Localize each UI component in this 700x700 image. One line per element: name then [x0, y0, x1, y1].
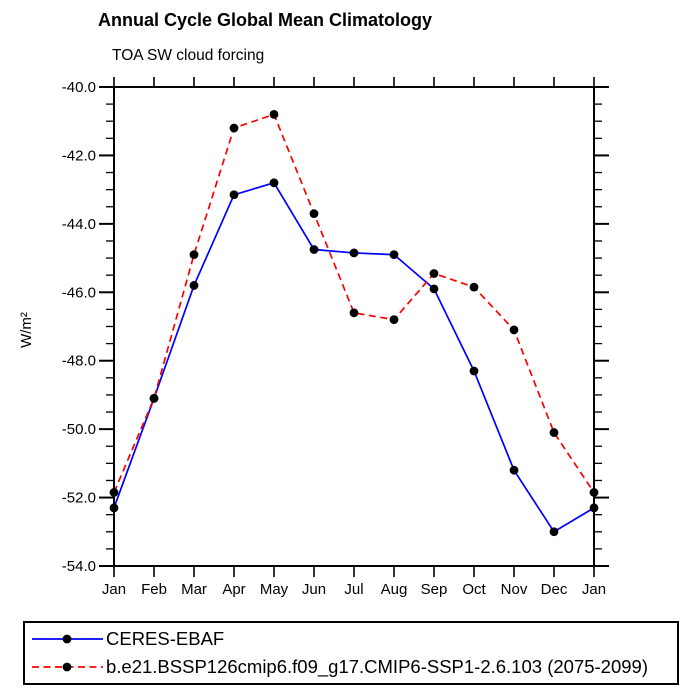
data-point-series-0 [109, 503, 119, 513]
plot-frame [113, 86, 595, 567]
x-tick-label: Jan [102, 581, 126, 598]
x-tick-label: Nov [501, 581, 528, 598]
data-point-series-1 [469, 282, 479, 292]
legend-swatch-marker [62, 634, 72, 644]
data-point-series-0 [229, 190, 239, 200]
legend-label-model: b.e21.BSSP126cmip6.f09_g17.CMIP6-SSP1-2.… [106, 656, 648, 677]
data-point-series-1 [549, 428, 559, 437]
data-point-series-0 [189, 281, 199, 290]
data-point-series-0 [549, 527, 559, 537]
x-tick-label: Jun [302, 581, 326, 598]
legend-line-sample-model [32, 662, 103, 672]
legend-label-ceres: CERES-EBAF [106, 628, 225, 649]
y-tick-label: -40.0 [62, 79, 96, 96]
data-point-series-1 [429, 269, 439, 278]
x-tick-label: Jul [344, 581, 363, 598]
data-point-series-0 [269, 178, 279, 188]
x-tick-label: Sep [421, 581, 448, 598]
data-point-series-1 [189, 250, 199, 260]
data-point-series-0 [349, 248, 359, 258]
data-point-series-0 [509, 465, 519, 475]
plot-subtitle: TOA SW cloud forcing [112, 47, 265, 64]
legend-item-ceres: CERES-EBAF [31, 627, 677, 651]
data-point-series-0 [589, 503, 599, 513]
x-tick-label: Dec [541, 581, 568, 598]
series-line-1 [113, 113, 595, 493]
y-tick-label: -46.0 [62, 284, 96, 301]
data-point-series-0 [309, 245, 319, 254]
data-point-series-0 [389, 250, 399, 260]
x-tick-label: May [260, 581, 289, 598]
legend-swatch-marker [62, 662, 72, 672]
series-line-0 [113, 181, 595, 533]
y-tick-label: -42.0 [62, 147, 96, 164]
y-tick-label: -48.0 [62, 353, 96, 370]
y-tick-label: -44.0 [62, 216, 96, 233]
page-title: Annual Cycle Global Mean Climatology [97, 10, 433, 30]
legend-line-sample-ceres [32, 634, 103, 644]
data-point-series-1 [229, 123, 239, 133]
x-tick-label: Feb [141, 581, 167, 598]
y-tick-label: -52.0 [62, 490, 96, 507]
legend-item-model: b.e21.BSSP126cmip6.f09_g17.CMIP6-SSP1-2.… [31, 655, 677, 679]
data-point-series-1 [349, 308, 359, 318]
x-tick-label: Apr [222, 581, 245, 598]
data-point-series-1 [309, 209, 319, 218]
data-point-series-1 [589, 488, 599, 497]
data-point-series-1 [269, 109, 279, 119]
data-point-series-0 [469, 366, 479, 376]
data-point-series-1 [509, 325, 519, 335]
x-tick-label: Oct [462, 581, 486, 598]
y-tick-label: -54.0 [62, 558, 96, 575]
data-point-series-0 [429, 284, 439, 294]
y-tick-label: -50.0 [62, 421, 96, 438]
data-point-series-1 [149, 393, 159, 403]
x-tick-label: Jan [582, 581, 606, 598]
x-tick-label: Aug [381, 581, 408, 598]
x-tick-label: Mar [181, 581, 207, 598]
chart-svg: -40.0 -42.0 -44.0 -46.0 -48.0 -50.0 -52.0 -54.0… [62, 77, 609, 598]
data-point-series-1 [109, 488, 119, 497]
legend-box: CERES-EBAF b.e21.BSSP126cmip6.f09_g17.CM… [23, 621, 679, 685]
data-point-series-1 [389, 315, 399, 325]
